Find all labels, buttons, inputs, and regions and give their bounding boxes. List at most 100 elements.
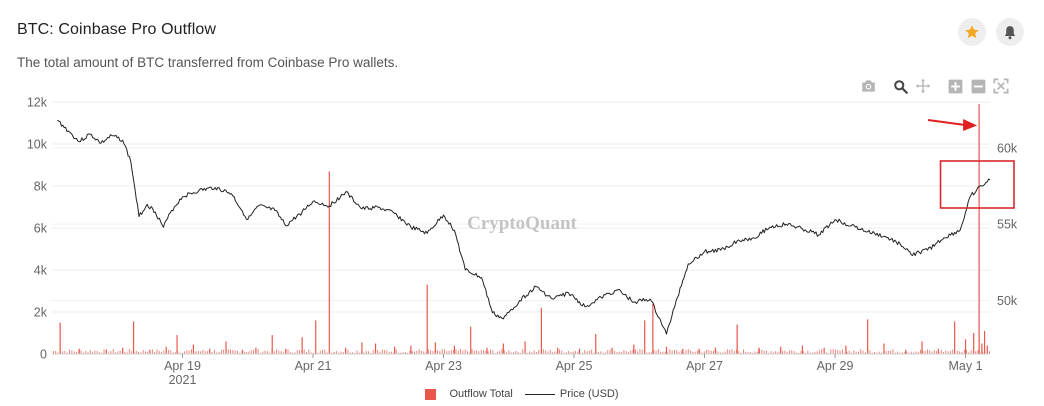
- zoom-in-button[interactable]: [945, 76, 965, 96]
- outflow-bar-minor: [57, 352, 59, 354]
- outflow-bar-minor: [917, 351, 919, 354]
- zoom-out-button[interactable]: [968, 76, 988, 96]
- outflow-bar-minor: [62, 351, 64, 354]
- outflow-bar-minor: [756, 351, 758, 354]
- outflow-bar-minor: [257, 349, 259, 354]
- outflow-bar-minor: [285, 349, 287, 354]
- outflow-bar-minor: [630, 350, 632, 354]
- outflow-bar: [652, 303, 654, 354]
- outflow-bar: [315, 320, 317, 354]
- outflow-bar-minor: [982, 351, 984, 354]
- outflow-bar-minor: [124, 351, 126, 354]
- outflow-bar-minor: [846, 351, 848, 354]
- outflow-bar-minor: [188, 350, 190, 354]
- outflow-bar-minor: [105, 349, 107, 354]
- outflow-bar-minor: [812, 352, 813, 354]
- outflow-bar-minor: [147, 351, 149, 354]
- alert-button[interactable]: [996, 18, 1024, 46]
- outflow-bar-minor: [779, 352, 781, 354]
- outflow-bar-minor: [924, 350, 926, 354]
- outflow-bar-minor: [264, 350, 266, 354]
- download-image-button[interactable]: [858, 76, 878, 96]
- outflow-bar-minor: [529, 351, 530, 354]
- outflow-bar-minor: [519, 352, 521, 354]
- y-left-tick-label: 12k: [27, 96, 48, 110]
- y-right-tick-label: 50k: [997, 294, 1018, 308]
- pan-icon: [915, 78, 931, 94]
- legend-item-outflow[interactable]: Outflow Total: [425, 388, 513, 400]
- outflow-bar-minor: [862, 350, 864, 354]
- outflow-bar-minor: [289, 351, 291, 354]
- outflow-bar-minor: [209, 351, 211, 354]
- outflow-bar-minor: [223, 349, 225, 354]
- outflow-bar-minor: [115, 352, 116, 354]
- outflow-bar-minor: [317, 352, 319, 354]
- legend-label-price: Price (USD): [559, 388, 619, 400]
- outflow-bar-minor: [837, 349, 839, 354]
- outflow-bar-minor: [621, 352, 622, 354]
- outflow-bar-minor: [510, 352, 512, 354]
- outflow-bar-minor: [867, 350, 869, 354]
- y-left-tick-label: 4k: [34, 264, 48, 278]
- pan-button[interactable]: [913, 76, 933, 96]
- outflow-bar-minor: [526, 352, 528, 354]
- favorite-button[interactable]: [958, 18, 986, 46]
- outflow-bar: [633, 344, 635, 354]
- outflow-bar: [595, 334, 597, 354]
- outflow-bar-minor: [276, 349, 277, 354]
- outflow-bar-minor: [296, 350, 298, 354]
- outflow-bar-minor: [131, 351, 133, 354]
- outflow-bar-minor: [579, 352, 581, 354]
- outflow-bar-minor: [434, 349, 436, 354]
- outflow-bar-minor: [752, 352, 754, 354]
- outflow-bar-minor: [690, 350, 691, 354]
- outflow-bar-minor: [809, 352, 811, 354]
- outflow-bar-minor: [347, 349, 349, 354]
- outflow-bar-minor: [416, 350, 418, 354]
- outflow-bar-minor: [605, 352, 606, 354]
- outflow-bar: [486, 347, 488, 354]
- outflow-bar-minor: [460, 349, 461, 354]
- outflow-bar-minor: [611, 352, 613, 354]
- outflow-bar-minor: [513, 352, 514, 354]
- outflow-bar-minor: [736, 349, 737, 354]
- outflow-bar-minor: [697, 350, 698, 354]
- outflow-bar-minor: [885, 351, 887, 354]
- page-subtitle: The total amount of BTC transferred from…: [17, 55, 399, 70]
- outflow-bar-minor: [492, 350, 494, 354]
- outflow-bar-minor: [559, 349, 560, 354]
- autoscale-button[interactable]: [991, 76, 1011, 96]
- outflow-bar-minor: [184, 351, 185, 354]
- outflow-bar-minor: [892, 349, 894, 354]
- outflow-bar-minor: [800, 351, 802, 354]
- outflow-bar-minor: [860, 349, 862, 354]
- outflow-bar-minor: [197, 351, 199, 354]
- outflow-bar-minor: [828, 352, 829, 354]
- x-tick-label: Apr 25: [556, 359, 593, 373]
- outflow-bar: [698, 348, 700, 354]
- outflow-bar-minor: [922, 351, 924, 354]
- zoom-button[interactable]: [890, 76, 910, 96]
- legend-item-price[interactable]: Price (USD): [524, 388, 619, 400]
- star-icon: [965, 25, 979, 39]
- outflow-bar-minor: [798, 352, 800, 354]
- outflow-bar-minor: [480, 349, 482, 354]
- outflow-bar-minor: [73, 351, 75, 354]
- outflow-bar-minor: [117, 351, 119, 354]
- outflow-bar-minor: [777, 351, 779, 354]
- outflow-bar-minor: [273, 351, 275, 354]
- outflow-bar-minor: [864, 352, 866, 354]
- outflow-bar-minor: [388, 351, 390, 354]
- outflow-bar-minor: [920, 349, 921, 354]
- outflow-bar-minor: [85, 351, 87, 354]
- outflow-bar-minor: [731, 349, 733, 354]
- outflow-bar-minor: [142, 349, 144, 354]
- outflow-bar-minor: [312, 352, 314, 354]
- outflow-bar-minor: [501, 349, 503, 354]
- outflow-bar-minor: [775, 351, 777, 354]
- outflow-bar-minor: [648, 352, 650, 354]
- outflow-bar: [964, 339, 967, 354]
- outflow-bar-minor: [427, 349, 429, 354]
